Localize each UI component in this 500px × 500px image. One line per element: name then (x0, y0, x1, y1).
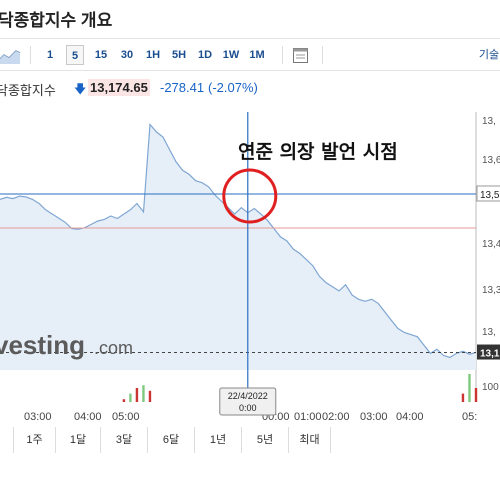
index-name: 닥종합지수 (0, 83, 56, 98)
watermark-suffix: .com (94, 338, 133, 358)
period-1[interactable]: 1 (46, 49, 54, 61)
period-1m[interactable]: 1M (249, 49, 265, 61)
toolbar-divider (282, 46, 283, 64)
x-tick-label: 04:00 (396, 411, 424, 423)
watermark-logo: vesting (0, 330, 85, 360)
x-tick-label: 03:00 (360, 411, 388, 423)
range-button[interactable]: 3달 (101, 427, 148, 453)
volume-bar (461, 393, 465, 402)
crosshair-date-label: 22/4/2022 (228, 391, 268, 401)
volume-bar (122, 399, 126, 402)
volume-bar (142, 385, 145, 402)
range-button[interactable]: 최대 (289, 427, 331, 453)
range-button[interactable]: 1달 (56, 427, 101, 453)
crosshair-value-tag (476, 185, 500, 202)
chart-type-icon[interactable] (0, 47, 22, 65)
down-arrow-icon: 🡇 (74, 82, 87, 96)
y-tick-label: 13, (482, 116, 496, 127)
toolbar-divider (322, 46, 323, 64)
period-1w[interactable]: 1W (222, 49, 240, 61)
toolbar-divider (30, 46, 31, 64)
volume-bar (129, 393, 132, 402)
volume-bar (135, 388, 139, 402)
range-bar: 1주 1달 3달 6달 1년 5년 최대 (0, 427, 500, 453)
x-tick-label: 05: (462, 411, 477, 423)
period-30[interactable]: 30 (120, 49, 134, 61)
range-button[interactable] (0, 427, 14, 453)
period-5h[interactable]: 5H (171, 49, 187, 61)
technical-link[interactable]: 기술 (478, 49, 500, 61)
y-tick-label: 13,4 (482, 239, 500, 250)
volume-bar (148, 390, 152, 402)
title-divider (0, 38, 500, 39)
volume-bar (474, 388, 478, 402)
crosshair-time-label: 0:00 (239, 403, 257, 413)
x-tick-label: 05:00 (112, 411, 140, 423)
range-button[interactable]: 6달 (148, 427, 195, 453)
crosshair-time-tag (219, 387, 277, 416)
price-line (0, 123, 477, 359)
y-tick-label: 13,6 (482, 155, 500, 166)
period-1h[interactable]: 1H (145, 49, 161, 61)
area-fill (0, 124, 476, 370)
range-button[interactable]: 1주 (14, 427, 56, 453)
y-tick-label: 13,3 (482, 285, 500, 296)
y-tick-label: 100 (482, 382, 499, 393)
range-button[interactable]: 1년 (195, 427, 242, 453)
x-tick-label: 04:00 (74, 411, 102, 423)
x-tick-label: 03:00 (24, 411, 52, 423)
crosshair-value-label: 13,5 (480, 190, 500, 201)
y-tick-label: 13, (482, 327, 496, 338)
volume-bar (468, 374, 471, 402)
annotation-label: 연준 의장 발언 시점 (238, 141, 398, 163)
table-icon[interactable] (292, 47, 310, 65)
range-button[interactable]: 5년 (242, 427, 289, 453)
chart-toolbar: 1 5 15 30 1H 5H 1D 1W 1M 기술 (0, 42, 500, 70)
index-change: -278.41 (160, 80, 205, 95)
current-value-tag (477, 344, 500, 360)
period-15[interactable]: 15 (94, 49, 108, 61)
x-tick-label: 01:00 (294, 411, 322, 423)
highlight-circle (222, 168, 278, 224)
toolbar-divider-bottom (0, 70, 500, 71)
period-1d[interactable]: 1D (197, 49, 213, 61)
current-value-label: 13,1 (480, 349, 500, 360)
page-title: 닥종합지수 개요 (0, 11, 113, 30)
index-price: 13,174.65 (88, 79, 150, 96)
period-5[interactable]: 5 (66, 45, 84, 65)
index-change-pct: (-2.07%) (208, 80, 258, 95)
x-tick-label: 02:00 (322, 411, 350, 423)
